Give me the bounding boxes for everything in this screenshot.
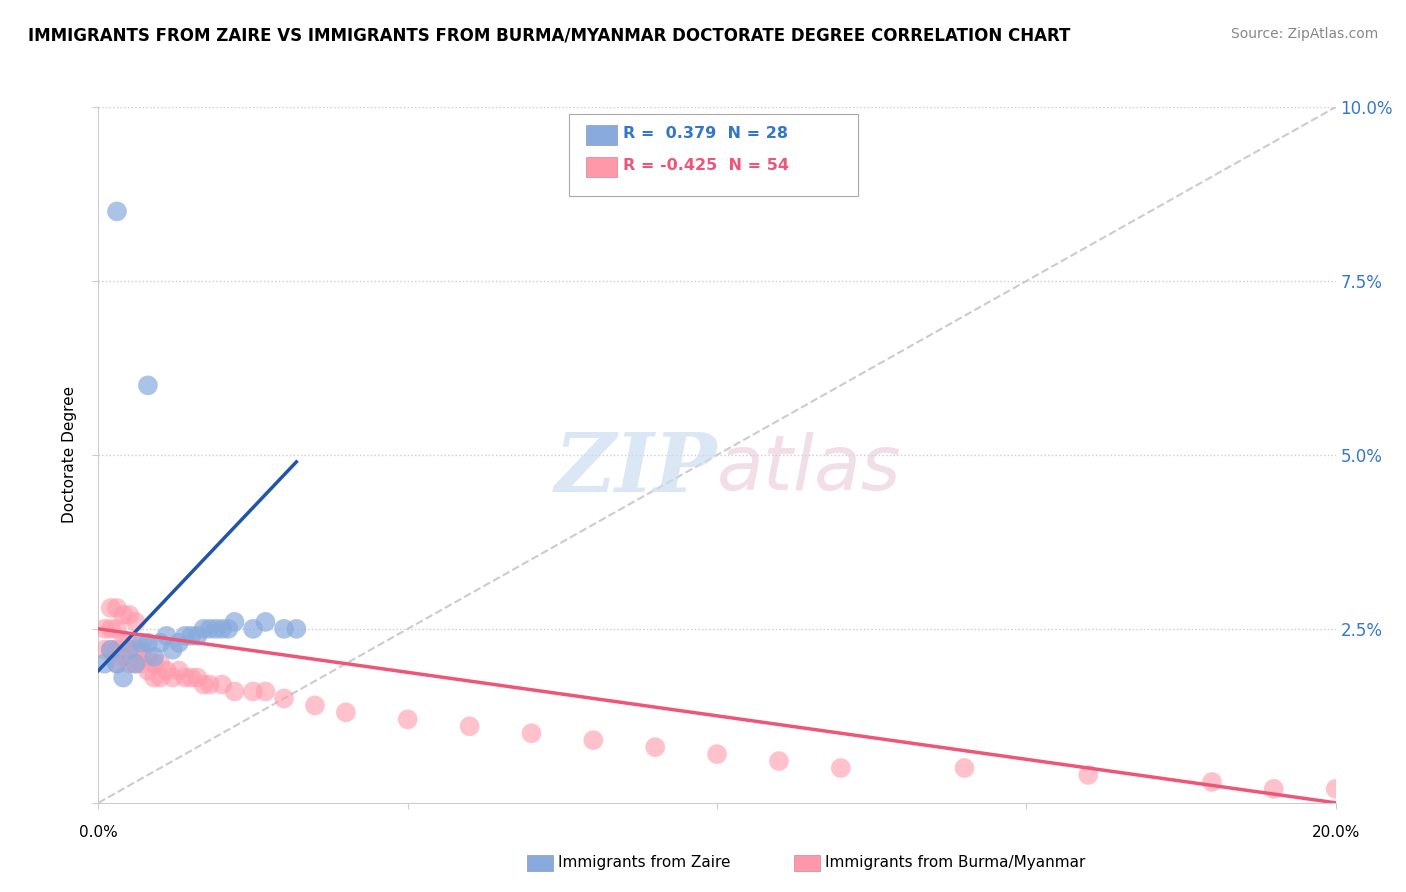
Point bbox=[1263, 781, 1285, 796]
Point bbox=[162, 642, 184, 657]
Point bbox=[198, 622, 221, 636]
Point bbox=[242, 622, 264, 636]
Point bbox=[124, 657, 146, 671]
Point bbox=[136, 649, 159, 664]
Point bbox=[100, 642, 122, 657]
Point bbox=[105, 657, 128, 671]
Point bbox=[143, 657, 166, 671]
Point bbox=[198, 677, 221, 691]
Text: 20.0%: 20.0% bbox=[1312, 825, 1360, 840]
Point bbox=[254, 615, 277, 629]
Text: 0.0%: 0.0% bbox=[79, 825, 118, 840]
Point bbox=[105, 657, 128, 671]
Point bbox=[118, 642, 141, 657]
Text: IMMIGRANTS FROM ZAIRE VS IMMIGRANTS FROM BURMA/MYANMAR DOCTORATE DEGREE CORRELAT: IMMIGRANTS FROM ZAIRE VS IMMIGRANTS FROM… bbox=[28, 27, 1070, 45]
Y-axis label: Doctorate Degree: Doctorate Degree bbox=[62, 386, 77, 524]
Point bbox=[211, 677, 233, 691]
Point bbox=[124, 657, 146, 671]
Point bbox=[224, 684, 246, 698]
Point bbox=[149, 671, 172, 685]
Point bbox=[211, 622, 233, 636]
Text: R = -0.425  N = 54: R = -0.425 N = 54 bbox=[623, 159, 789, 173]
Point bbox=[112, 649, 135, 664]
Text: Source: ZipAtlas.com: Source: ZipAtlas.com bbox=[1230, 27, 1378, 41]
Point bbox=[396, 712, 419, 726]
Point bbox=[143, 671, 166, 685]
Point bbox=[118, 607, 141, 622]
Point bbox=[167, 664, 190, 678]
Point bbox=[149, 657, 172, 671]
Point bbox=[112, 636, 135, 650]
Point bbox=[335, 706, 357, 720]
Point bbox=[304, 698, 326, 713]
Point bbox=[1201, 775, 1223, 789]
Point bbox=[162, 671, 184, 685]
Point bbox=[458, 719, 481, 733]
Point bbox=[124, 615, 146, 629]
Text: R =  0.379  N = 28: R = 0.379 N = 28 bbox=[623, 127, 787, 141]
Point bbox=[131, 636, 153, 650]
Point bbox=[254, 684, 277, 698]
Point bbox=[100, 642, 122, 657]
Point bbox=[174, 629, 197, 643]
Point bbox=[193, 622, 215, 636]
Point bbox=[149, 636, 172, 650]
Point bbox=[582, 733, 605, 747]
Point bbox=[180, 629, 202, 643]
Point bbox=[186, 629, 208, 643]
Point bbox=[136, 636, 159, 650]
Point bbox=[273, 622, 295, 636]
Point bbox=[186, 671, 208, 685]
Point bbox=[100, 622, 122, 636]
Point bbox=[180, 671, 202, 685]
Point bbox=[93, 642, 115, 657]
Point bbox=[273, 691, 295, 706]
Point bbox=[242, 684, 264, 698]
Point bbox=[136, 378, 159, 392]
Point bbox=[155, 664, 177, 678]
Point bbox=[105, 642, 128, 657]
Point bbox=[706, 747, 728, 761]
Point bbox=[118, 636, 141, 650]
Point bbox=[205, 622, 228, 636]
Point bbox=[644, 740, 666, 755]
Point bbox=[143, 649, 166, 664]
Text: atlas: atlas bbox=[717, 432, 901, 506]
Point bbox=[93, 622, 115, 636]
Point bbox=[93, 657, 115, 671]
Point bbox=[768, 754, 790, 768]
Point bbox=[193, 677, 215, 691]
Point bbox=[155, 629, 177, 643]
Point bbox=[953, 761, 976, 775]
Point bbox=[118, 657, 141, 671]
Point bbox=[520, 726, 543, 740]
Point bbox=[112, 607, 135, 622]
Point bbox=[105, 601, 128, 615]
Point bbox=[1077, 768, 1099, 782]
Point bbox=[217, 622, 239, 636]
Point bbox=[224, 615, 246, 629]
Point bbox=[830, 761, 852, 775]
Point bbox=[136, 664, 159, 678]
Point bbox=[124, 642, 146, 657]
Point bbox=[167, 636, 190, 650]
Point bbox=[1324, 781, 1347, 796]
Point bbox=[131, 642, 153, 657]
Point bbox=[131, 657, 153, 671]
Point bbox=[100, 601, 122, 615]
Text: Immigrants from Burma/Myanmar: Immigrants from Burma/Myanmar bbox=[825, 855, 1085, 870]
Point bbox=[112, 671, 135, 685]
Point bbox=[105, 622, 128, 636]
Text: Immigrants from Zaire: Immigrants from Zaire bbox=[558, 855, 731, 870]
Point bbox=[285, 622, 308, 636]
Point bbox=[105, 204, 128, 219]
Point bbox=[174, 671, 197, 685]
Text: ZIP: ZIP bbox=[554, 429, 717, 508]
